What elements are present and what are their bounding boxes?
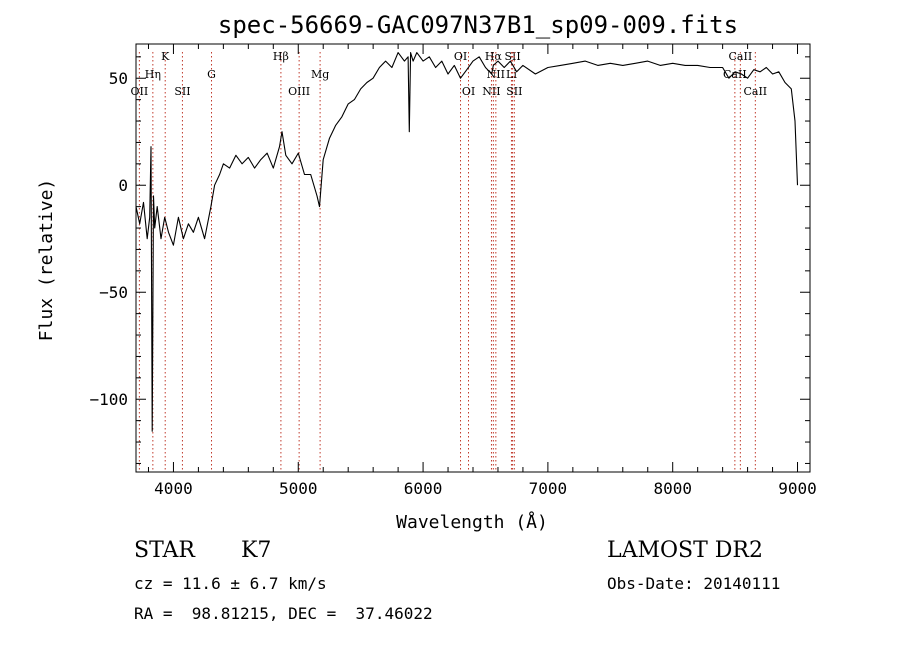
- object-subclass: K7: [241, 538, 272, 563]
- plot-frame: [135, 43, 811, 473]
- line-marker-label: OI: [462, 85, 475, 98]
- y-axis-label: Flux (relative): [36, 179, 57, 342]
- line-marker-label: SII: [506, 85, 522, 98]
- survey-name: LAMOST DR2: [607, 538, 763, 563]
- line-marker-label: OII: [131, 85, 149, 98]
- spectrum-line-0: [135, 52, 799, 432]
- line-marker-label: SII: [504, 50, 520, 63]
- line-marker-label: CaII: [729, 50, 753, 63]
- axis-ticks: 4000 5000 6000 7000 8000 9000 −100 −50 0 50: [89, 44, 817, 498]
- y-tick-label: 50: [109, 69, 128, 88]
- x-axis-label: Wavelength (Å): [396, 511, 548, 533]
- line-marker-label: Mg: [311, 68, 329, 81]
- line-marker-label: Hα: [485, 50, 503, 63]
- x-tick-label: 5000: [279, 479, 318, 498]
- series-layer: [135, 52, 799, 432]
- object-class: STAR: [134, 538, 195, 563]
- redshift-text: cz = 11.6 ± 6.7 km/s: [134, 574, 327, 593]
- line-marker-label: NII: [487, 68, 505, 81]
- chart-title: spec-56669-GAC097N37B1_sp09-009.fits: [218, 11, 738, 39]
- line-marker-label: NII: [482, 85, 500, 98]
- x-tick-label: 8000: [653, 479, 692, 498]
- line-marker-label: Hη: [145, 68, 161, 81]
- y-tick-label: −50: [99, 283, 128, 302]
- x-tick-label: 9000: [778, 479, 817, 498]
- line-marker-label: K: [161, 50, 170, 63]
- y-tick-label: 0: [118, 176, 128, 195]
- line-marker-label: Li: [506, 68, 517, 81]
- line-marker-label: OIII: [288, 85, 310, 98]
- x-tick-label: 6000: [404, 479, 443, 498]
- line-marker-label: SII: [174, 85, 190, 98]
- y-tick-label: −100: [89, 390, 128, 409]
- line-marker-label: CaII: [743, 85, 767, 98]
- obs-date: Obs-Date: 20140111: [607, 574, 781, 593]
- x-tick-label: 4000: [154, 479, 193, 498]
- coordinates: RA = 98.81215, DEC = 37.46022: [134, 604, 433, 623]
- x-tick-label: 7000: [529, 479, 568, 498]
- line-marker-label: OI: [454, 50, 467, 63]
- line-marker-label: G: [207, 68, 216, 81]
- line-marker-label: Hβ: [273, 50, 289, 63]
